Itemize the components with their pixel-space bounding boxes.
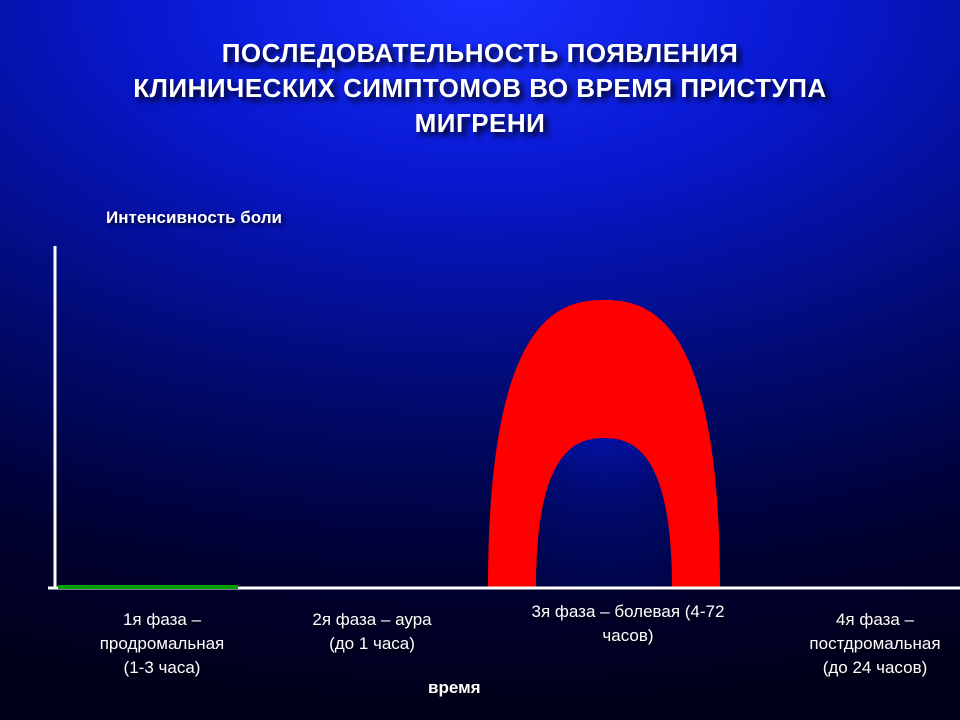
phase-2-label: 2я фаза – аура (до 1 часа) — [282, 608, 462, 656]
x-axis-label: время — [428, 678, 481, 698]
phase-1-label: 1я фаза – продромальная (1-3 часа) — [72, 608, 252, 679]
phase-3-label: 3я фаза – болевая (4-72 часов) — [498, 600, 758, 648]
slide: { "title": { "line1": "ПОСЛЕДОВАТЕЛЬНОСТ… — [0, 0, 960, 720]
y-axis-label: Интенсивность боли — [106, 208, 282, 228]
phase-4-label: 4я фаза – постдромальная (до 24 часов) — [790, 608, 960, 679]
